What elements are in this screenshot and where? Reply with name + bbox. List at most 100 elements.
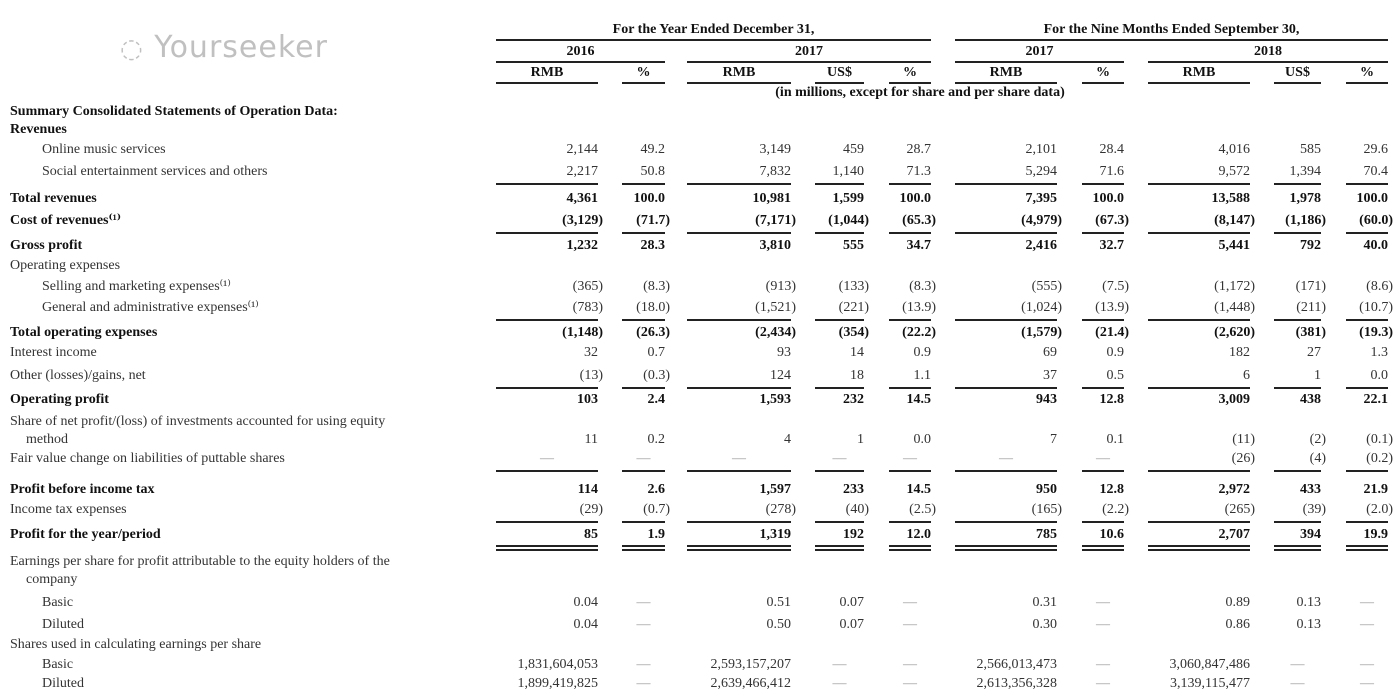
double-underline xyxy=(1274,549,1321,551)
table-cell: (7.5) xyxy=(1102,279,1129,294)
table-cell: (278) xyxy=(765,502,796,517)
table-cell: 3,009 xyxy=(1218,392,1251,407)
table-cell: (365) xyxy=(572,279,603,294)
underline xyxy=(496,232,598,234)
underline xyxy=(687,387,791,389)
double-underline xyxy=(889,549,931,551)
double-underline xyxy=(889,545,931,547)
table-cell: 28.7 xyxy=(906,142,932,157)
table-cell: 21.9 xyxy=(1363,482,1389,497)
table-cell: (1,186) xyxy=(1285,213,1326,228)
table-cell: (783) xyxy=(572,300,603,315)
table-cell: — xyxy=(636,451,651,466)
table-cell: — xyxy=(903,451,917,466)
table-cell: 9,572 xyxy=(1218,164,1251,179)
table-cell: (26) xyxy=(1231,451,1255,466)
table-cell: 69 xyxy=(1043,345,1057,360)
table-cell: (13.9) xyxy=(902,300,936,315)
table-cell: 0.30 xyxy=(1032,617,1058,632)
row-label: Income tax expenses xyxy=(10,502,127,517)
divider xyxy=(1082,82,1124,84)
underline xyxy=(1148,470,1250,472)
table-cell: 3,149 xyxy=(759,142,792,157)
table-cell: 943 xyxy=(1036,392,1057,407)
table-cell: 1,394 xyxy=(1289,164,1322,179)
table-cell: 70.4 xyxy=(1363,164,1389,179)
table-cell: 1,978 xyxy=(1289,191,1322,206)
underline xyxy=(815,470,864,472)
table-cell: 1,140 xyxy=(832,164,865,179)
underline xyxy=(1082,183,1124,185)
row-label: Revenues xyxy=(10,122,67,137)
table-cell: (2.5) xyxy=(909,502,936,517)
table-cell: (133) xyxy=(838,279,869,294)
underline xyxy=(496,387,598,389)
row-label: Cost of revenues⁽¹⁾ xyxy=(10,213,122,228)
underline xyxy=(1274,183,1321,185)
underline xyxy=(687,319,791,321)
table-cell: 0.07 xyxy=(839,595,865,610)
table-cell: 0.2 xyxy=(647,432,666,447)
table-cell: 7,395 xyxy=(1025,191,1058,206)
table-cell: 1.1 xyxy=(913,368,932,383)
table-cell: 32 xyxy=(584,345,598,360)
table-cell: — xyxy=(832,657,847,672)
table-cell: — xyxy=(832,451,847,466)
table-cell: (354) xyxy=(838,325,869,340)
row-label: Diluted xyxy=(42,617,84,632)
table-cell: 27 xyxy=(1307,345,1321,360)
divider xyxy=(1148,61,1388,63)
double-underline xyxy=(687,545,791,547)
group-header-nine-months: For the Nine Months Ended September 30, xyxy=(1043,22,1300,37)
underline xyxy=(1346,232,1388,234)
row-label: Profit for the year/period xyxy=(10,527,161,542)
table-cell: (39) xyxy=(1302,502,1326,517)
column-header: RMB xyxy=(530,65,564,80)
underline xyxy=(889,183,931,185)
table-cell: 37 xyxy=(1043,368,1057,383)
double-underline xyxy=(687,549,791,551)
table-cell: 0.51 xyxy=(766,595,792,610)
table-cell: (165) xyxy=(1031,502,1062,517)
table-cell: 4,361 xyxy=(566,191,599,206)
row-label: Earnings per share for profit attributab… xyxy=(10,554,390,569)
divider xyxy=(1274,82,1321,84)
table-cell: — xyxy=(1290,676,1305,691)
table-cell: 0.0 xyxy=(1370,368,1389,383)
table-cell: (71.7) xyxy=(636,213,670,228)
table-cell: 3,060,847,486 xyxy=(1169,657,1251,672)
underline xyxy=(687,232,791,234)
table-cell: 0.89 xyxy=(1225,595,1251,610)
table-cell: 1 xyxy=(857,432,864,447)
table-cell: 0.04 xyxy=(573,595,599,610)
underline xyxy=(955,232,1057,234)
underline xyxy=(1082,470,1124,472)
divider xyxy=(1346,82,1388,84)
underline xyxy=(1082,319,1124,321)
column-header: % xyxy=(1360,65,1374,80)
table-cell: 2,566,013,473 xyxy=(976,657,1058,672)
table-cell: — xyxy=(1360,595,1374,610)
row-label: Fair value change on liabilities of putt… xyxy=(10,451,285,466)
table-cell: (4) xyxy=(1309,451,1326,466)
table-cell: 1 xyxy=(1314,368,1321,383)
table-cell: — xyxy=(1096,676,1110,691)
table-cell: (2) xyxy=(1309,432,1326,447)
table-cell: 2,144 xyxy=(566,142,599,157)
row-label: Total operating expenses xyxy=(10,325,158,340)
row-label: Selling and marketing expenses⁽¹⁾ xyxy=(42,279,231,294)
double-underline xyxy=(815,549,864,551)
table-cell: 785 xyxy=(1036,527,1057,542)
units-note: (in millions, except for share and per s… xyxy=(775,85,1065,100)
underline xyxy=(1082,521,1124,523)
table-cell: — xyxy=(832,676,847,691)
year-header-2016: 2016 xyxy=(566,44,595,59)
table-cell: 792 xyxy=(1300,238,1321,253)
table-cell: (2,620) xyxy=(1214,325,1255,340)
table-cell: — xyxy=(1096,595,1110,610)
underline xyxy=(889,470,931,472)
table-cell: 394 xyxy=(1300,527,1321,542)
table-cell: 1,899,419,825 xyxy=(517,676,599,691)
table-cell: (2.0) xyxy=(1366,502,1393,517)
table-cell: — xyxy=(732,451,746,466)
